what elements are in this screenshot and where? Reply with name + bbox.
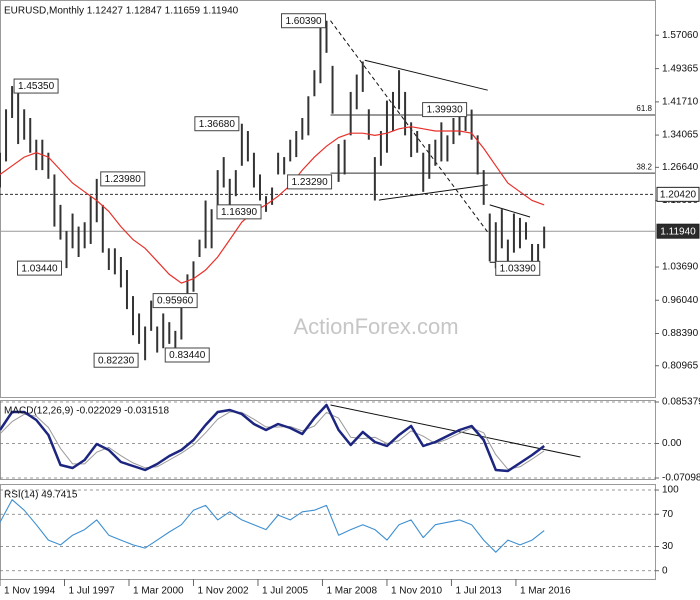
y-tick-label: 30: [662, 541, 674, 552]
x-tick-label: 1 Nov 2010: [391, 586, 443, 597]
panel-title: EURUSD,Monthly 1.12427 1.12847 1.11659 1…: [4, 6, 239, 17]
panel-title: RSI(14) 49.7415: [4, 490, 78, 501]
price-callout-box: [93, 352, 139, 368]
price-callout-label: 0.83440: [169, 350, 206, 361]
x-tick-label: 1 Jul 2005: [262, 586, 309, 597]
price-callout-label: 0.95960: [157, 296, 194, 307]
y-tick-label: 0.085379: [662, 397, 700, 408]
y-tick-label: 1.26640: [662, 162, 699, 173]
price-callout-label: 1.60390: [285, 16, 322, 27]
y-tick-label: 0.96040: [662, 295, 699, 306]
price-level-box: [656, 223, 700, 239]
panel-frame: [0, 0, 656, 398]
fibonacci-label: 61.8: [636, 104, 652, 113]
price-callout-box: [17, 260, 63, 276]
price-callout-label: 1.16390: [221, 207, 258, 218]
x-tick-label: 1 Nov 2002: [197, 586, 249, 597]
trendline: [378, 184, 488, 201]
y-tick-label: 1.57060: [662, 30, 699, 41]
y-tick-label: 100: [662, 485, 679, 496]
indicator-line: [0, 499, 545, 553]
y-tick-label: 0.00: [662, 438, 682, 449]
price-callout-box: [152, 293, 198, 309]
x-tick-label: 1 Mar 2008: [326, 586, 377, 597]
price-level-label: 1.11940: [660, 226, 696, 237]
price-callout-label: 0.82230: [98, 355, 135, 366]
y-tick-label: 0.88390: [662, 328, 699, 339]
y-tick-label: 1.34065: [662, 130, 699, 141]
y-tick-label: 70: [662, 509, 674, 520]
x-tick-label: 1 Jul 1997: [68, 586, 115, 597]
x-tick-label: 1 Nov 1994: [4, 586, 56, 597]
trendline: [489, 204, 531, 218]
fibonacci-label: 38.2: [636, 162, 652, 171]
price-callout-label: 1.03390: [500, 263, 537, 274]
price-callout-box: [495, 260, 541, 276]
watermark: ActionForex.com: [293, 314, 458, 339]
price-callout-box: [164, 347, 210, 363]
panel-frame: [0, 400, 656, 480]
price-callout-box: [422, 102, 468, 118]
price-level-box: [656, 186, 700, 202]
y-tick-label: 0.80965: [662, 360, 699, 371]
y-tick-label: 0: [662, 565, 668, 576]
y-tick-label: -0.07098: [662, 473, 700, 484]
x-tick-label: 1 Jul 2013: [455, 586, 502, 597]
panel-frame: [0, 484, 656, 580]
price-callout-label: 1.23290: [291, 177, 328, 188]
price-callout-label: 1.03440: [21, 263, 58, 274]
trendline: [330, 20, 491, 236]
panel-title: MACD(12,26,9) -0.022029 -0.031518: [4, 406, 170, 417]
y-tick-label: 1.41710: [662, 97, 699, 108]
price-callout-label: 1.45350: [18, 81, 55, 92]
x-tick-label: 1 Mar 2000: [133, 586, 184, 597]
price-callout-box: [216, 204, 262, 220]
indicator-line: [0, 403, 545, 473]
price-callout-label: 1.23980: [105, 174, 142, 185]
price-callout-label: 1.36680: [199, 119, 236, 130]
y-tick-label: 1.03690: [662, 262, 699, 273]
price-callout-box: [281, 13, 327, 29]
price-callout-label: 1.39930: [427, 105, 464, 116]
x-tick-label: 1 Mar 2016: [520, 586, 571, 597]
price-callout-box: [100, 171, 146, 187]
moving-average: [0, 126, 545, 284]
trendline: [364, 59, 488, 91]
y-tick-label: 1.49365: [662, 63, 699, 74]
price-level-label: 1.20420: [660, 189, 697, 200]
price-callout-box: [194, 116, 240, 132]
price-callout-box: [13, 78, 59, 94]
price-callout-box: [287, 174, 333, 190]
